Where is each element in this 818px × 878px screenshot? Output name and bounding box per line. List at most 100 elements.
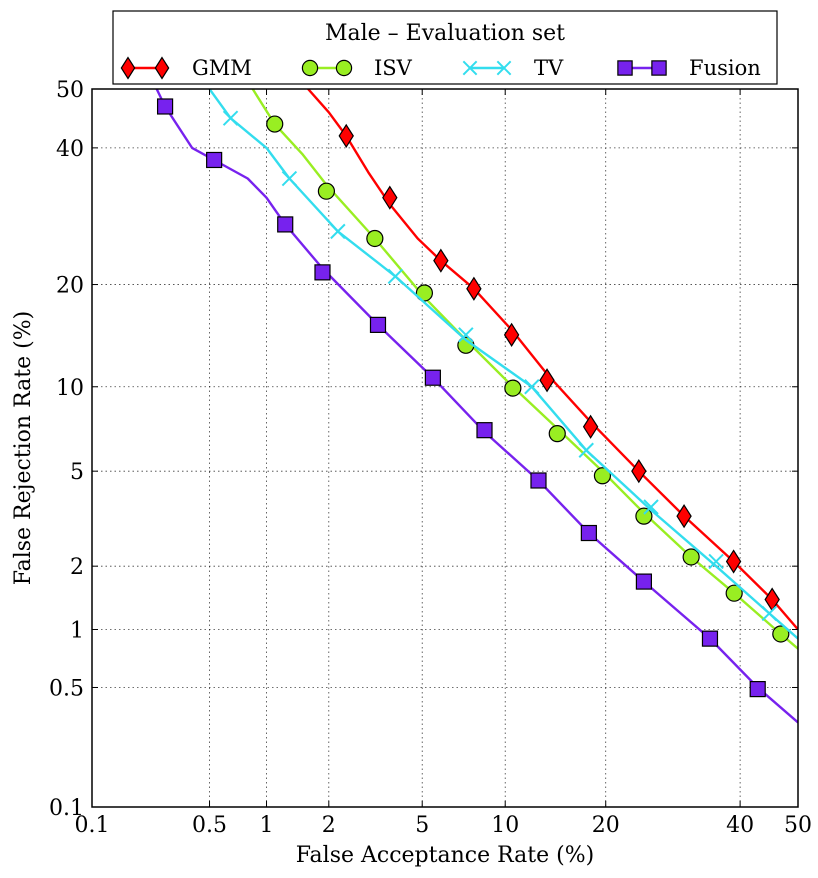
x-tick-label: 0.5	[192, 813, 227, 838]
data-point-isv	[682, 548, 700, 566]
legend-label-tv: TV	[534, 56, 564, 80]
series-line-gmm	[307, 89, 798, 631]
data-point-fusion	[635, 573, 653, 590]
legend-entry-isv: ISV	[301, 56, 413, 80]
data-point-fusion	[369, 316, 387, 333]
x-tick-label: 5	[415, 813, 429, 838]
y-tick-label: 0.5	[49, 676, 84, 701]
y-tick-label: 40	[56, 137, 84, 162]
data-point-isv	[635, 507, 653, 525]
x-marker-stroke	[281, 170, 298, 187]
legend-label-isv: ISV	[374, 56, 413, 80]
x-tick-label: 10	[491, 813, 519, 838]
data-point-gmm	[582, 414, 599, 439]
plot-frame	[91, 88, 799, 808]
legend-marker-gmm	[120, 56, 136, 80]
data-point-fusion	[424, 369, 441, 386]
x-marker-stroke	[643, 499, 659, 515]
legend-marker-gmm	[154, 56, 170, 80]
legend-marker-isv	[335, 59, 353, 77]
x-marker-stroke	[761, 605, 777, 622]
x-marker-stroke	[222, 110, 239, 126]
x-marker-stroke	[524, 379, 540, 395]
data-point-gmm	[338, 123, 354, 149]
legend-label-gmm: GMM	[192, 56, 252, 80]
data-point-gmm	[466, 276, 482, 301]
data-point-tv	[761, 605, 777, 622]
legend-marker-isv	[301, 59, 319, 77]
data-point-isv	[772, 625, 790, 643]
x-tick-label: 1	[260, 813, 274, 838]
data-point-tv	[281, 170, 298, 187]
data-point-tv	[578, 442, 594, 458]
series-tv	[208, 89, 798, 640]
data-point-fusion	[580, 524, 597, 542]
data-point-gmm	[433, 248, 449, 273]
x-axis-label: False Acceptance Rate (%)	[296, 843, 594, 868]
y-tick-label: 0.1	[49, 796, 84, 821]
data-point-fusion	[156, 98, 174, 115]
y-tick-label: 1	[70, 619, 84, 644]
data-point-fusion	[277, 216, 294, 233]
y-tick-label: 10	[56, 376, 84, 401]
data-point-isv	[317, 182, 336, 200]
data-point-gmm	[676, 504, 692, 529]
x-tick-label: 40	[726, 813, 754, 838]
series-isv	[251, 89, 798, 650]
legend: Male – Evaluation set GMM ISV TV Fusion	[112, 10, 778, 85]
legend-entries: GMM ISV TV Fusion	[120, 56, 761, 80]
x-marker-stroke	[462, 60, 478, 76]
data-point-gmm	[503, 322, 520, 347]
legend-entry-fusion: Fusion	[617, 56, 761, 80]
tick-layer: 0.1 0.5 1 2 5 10 20 40 50 0.1 0.5 1 2 5 10 20 40 50	[49, 78, 812, 838]
x-marker-stroke	[387, 268, 404, 285]
x-tick-label: 2	[322, 813, 336, 838]
y-tick-label: 50	[56, 78, 84, 103]
x-marker-stroke	[330, 223, 346, 240]
x-tick-label: 50	[784, 813, 812, 838]
series-gmm	[307, 89, 798, 631]
legend-title: Male – Evaluation set	[325, 21, 565, 46]
series-fusion	[155, 89, 798, 724]
x-marker-stroke	[458, 327, 474, 343]
legend-marker-tv	[496, 60, 512, 76]
legend-label-fusion: Fusion	[689, 56, 761, 80]
x-marker-stroke	[496, 60, 512, 76]
data-point-tv	[708, 553, 724, 570]
legend-marker-tv	[462, 60, 478, 76]
x-tick-label: 0.1	[75, 813, 110, 838]
y-tick-label: 20	[56, 274, 84, 299]
x-marker-stroke	[708, 553, 724, 570]
data-point-tv	[222, 110, 239, 126]
legend-marker-fusion	[617, 60, 633, 76]
x-tick-label: 20	[592, 813, 620, 838]
data-point-fusion	[530, 472, 547, 489]
data-point-fusion	[206, 151, 223, 169]
legend-entry-tv: TV	[462, 56, 564, 80]
data-point-tv	[458, 327, 474, 343]
data-point-fusion	[749, 681, 766, 698]
data-point-tv	[387, 268, 404, 285]
y-tick-label: 5	[70, 460, 84, 485]
data-point-isv	[593, 467, 612, 485]
legend-entry-gmm: GMM	[120, 56, 252, 80]
data-point-isv	[366, 229, 384, 248]
data-point-gmm	[539, 368, 555, 393]
y-tick-label: 2	[70, 555, 84, 580]
data-point-fusion	[314, 264, 331, 281]
legend-marker-fusion	[651, 60, 667, 76]
data-point-isv	[725, 584, 743, 602]
x-marker-stroke	[578, 442, 594, 458]
data-point-fusion	[701, 630, 719, 647]
data-point-tv	[330, 223, 346, 240]
data-point-tv	[643, 499, 659, 515]
data-point-isv	[266, 115, 284, 133]
data-point-isv	[548, 425, 566, 443]
data-point-fusion	[476, 422, 493, 439]
data-point-isv	[504, 379, 522, 397]
series-layer	[155, 89, 798, 724]
y-axis-label: False Rejection Rate (%)	[11, 311, 36, 585]
